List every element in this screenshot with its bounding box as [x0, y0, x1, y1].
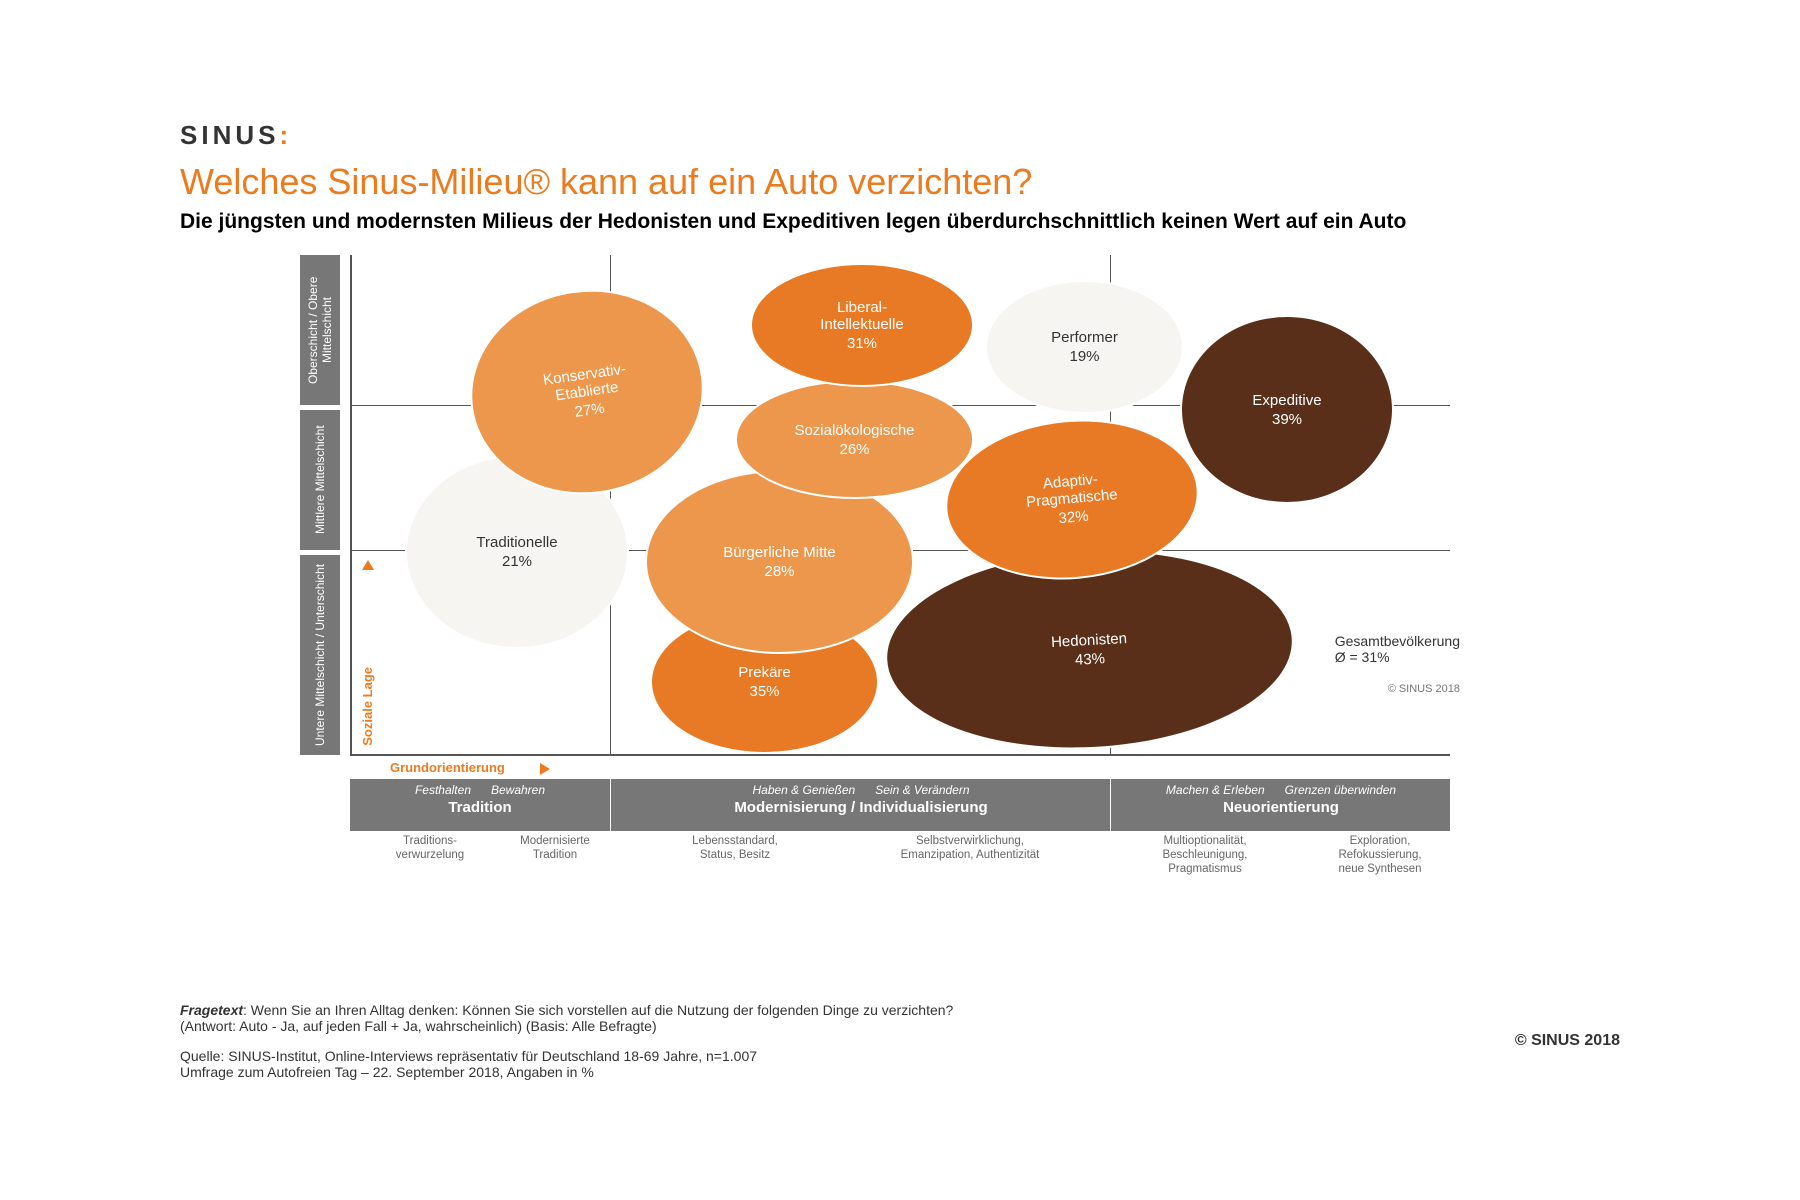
- source-line1: Quelle: SINUS-Institut, Online-Interview…: [180, 1048, 1620, 1064]
- milieu-name: Bürgerliche Mitte: [723, 544, 836, 561]
- footnote-text: : Wenn Sie an Ihren Alltag denken: Könne…: [243, 1002, 953, 1018]
- x-sub-label: Selbstverwirklichung,Emanzipation, Authe…: [840, 835, 1100, 863]
- milieu-name: Sozialökologische: [794, 422, 914, 439]
- page-copyright: © SINUS 2018: [1515, 1032, 1620, 1050]
- footnotes: Fragetext: Wenn Sie an Ihren Alltag denk…: [180, 1002, 1620, 1080]
- y-axis-category: Untere Mittelschicht / Unterschicht: [300, 555, 340, 755]
- x-sub-label: Lebensstandard,Status, Besitz: [650, 835, 820, 863]
- x-seg-big: Tradition: [350, 799, 610, 816]
- x-seg-big: Modernisierung / Individualisierung: [611, 799, 1111, 816]
- y-axis-categories: Oberschicht / Obere Mittelschicht Mittler…: [300, 255, 350, 755]
- footnote-line2: (Antwort: Auto - Ja, auf jeden Fall + Ja…: [180, 1018, 1620, 1034]
- milieu-blob: Performer 19%: [985, 280, 1184, 414]
- x-axis-segment: Festhalten Bewahren Tradition: [350, 779, 610, 831]
- logo-text: SINUS: [180, 120, 279, 150]
- milieu-pct: 28%: [764, 563, 794, 580]
- page: SINUS: Welches Sinus-Milieu® kann auf ei…: [180, 120, 1620, 1080]
- milieu-name: Hedonisten: [1051, 630, 1128, 651]
- logo: SINUS:: [180, 120, 1620, 151]
- x-sub-label: Traditions-verwurzelung: [370, 835, 490, 863]
- milieu-blob: Sozialökologische 26%: [735, 380, 974, 499]
- source-line2: Umfrage zum Autofreien Tag – 22. Septemb…: [180, 1064, 1620, 1080]
- logo-accent: :: [279, 120, 292, 150]
- page-title: Welches Sinus-Milieu® kann auf ein Auto …: [180, 161, 1620, 203]
- milieu-chart: Oberschicht / Obere Mittelschicht Mittler…: [300, 255, 1500, 855]
- milieu-pct: 35%: [749, 683, 779, 700]
- milieu-pct: 21%: [502, 553, 532, 570]
- totals-line2: Ø = 31%: [1335, 649, 1460, 665]
- x-sub-label: Exploration,Refokussierung,neue Synthese…: [1300, 835, 1460, 876]
- milieu-pct: 32%: [1058, 508, 1089, 528]
- y-axis-arrow-icon: [362, 560, 374, 570]
- x-axis-segment: Machen & Erleben Grenzen überwinden Neuor…: [1110, 779, 1451, 831]
- axis-left: [350, 255, 352, 755]
- x-sub-label: ModernisierteTradition: [495, 835, 615, 863]
- milieu-pct: 39%: [1272, 411, 1302, 428]
- milieu-name: Liberal-Intellektuelle: [820, 299, 903, 333]
- milieu-name: Prekäre: [738, 664, 791, 681]
- plot-area: Soziale Lage Grundorientierung Gesamtbev…: [350, 255, 1450, 755]
- milieu-pct: 19%: [1069, 348, 1099, 365]
- chart-copyright: © SINUS 2018: [1388, 683, 1460, 695]
- totals-label: Gesamtbevölkerung Ø = 31%: [1335, 633, 1460, 665]
- x-sub-label: Multioptionalität,Beschleunigung,Pragmat…: [1120, 835, 1290, 876]
- milieu-name: Konservativ-Etablierte: [542, 360, 629, 405]
- footnote-label: Fragetext: [180, 1002, 243, 1018]
- milieu-pct: 43%: [1075, 650, 1106, 669]
- milieu-name: Expeditive: [1252, 392, 1321, 409]
- milieu-name: Performer: [1051, 329, 1118, 346]
- milieu-pct: 26%: [839, 441, 869, 458]
- x-axis-segment: Haben & Genießen Sein & Verändern Moderni…: [610, 779, 1111, 831]
- y-axis-category: Oberschicht / Obere Mittelschicht: [300, 255, 340, 405]
- x-seg-small: Machen & Erleben Grenzen überwinden: [1111, 783, 1451, 797]
- x-axis-main-row: Festhalten Bewahren TraditionHaben & Geni…: [350, 779, 1450, 831]
- milieu-blob: Liberal-Intellektuelle 31%: [750, 263, 974, 387]
- x-seg-small: Festhalten Bewahren: [350, 783, 610, 797]
- milieu-blob: Expeditive 39%: [1180, 315, 1394, 504]
- x-seg-small: Haben & Genießen Sein & Verändern: [611, 783, 1111, 797]
- milieu-pct: 27%: [573, 400, 605, 421]
- milieu-pct: 31%: [847, 335, 877, 352]
- y-axis-label: Soziale Lage: [360, 667, 375, 746]
- milieu-name: Traditionelle: [476, 534, 557, 551]
- x-seg-big: Neuorientierung: [1111, 799, 1451, 816]
- totals-line1: Gesamtbevölkerung: [1335, 633, 1460, 649]
- page-subtitle: Die jüngsten und modernsten Milieus der …: [180, 209, 1620, 235]
- x-axis-band: Festhalten Bewahren TraditionHaben & Geni…: [350, 755, 1450, 855]
- milieu-name: Adaptiv-Pragmatische: [1024, 469, 1118, 511]
- y-axis-category: Mittlere Mittelschicht: [300, 410, 340, 550]
